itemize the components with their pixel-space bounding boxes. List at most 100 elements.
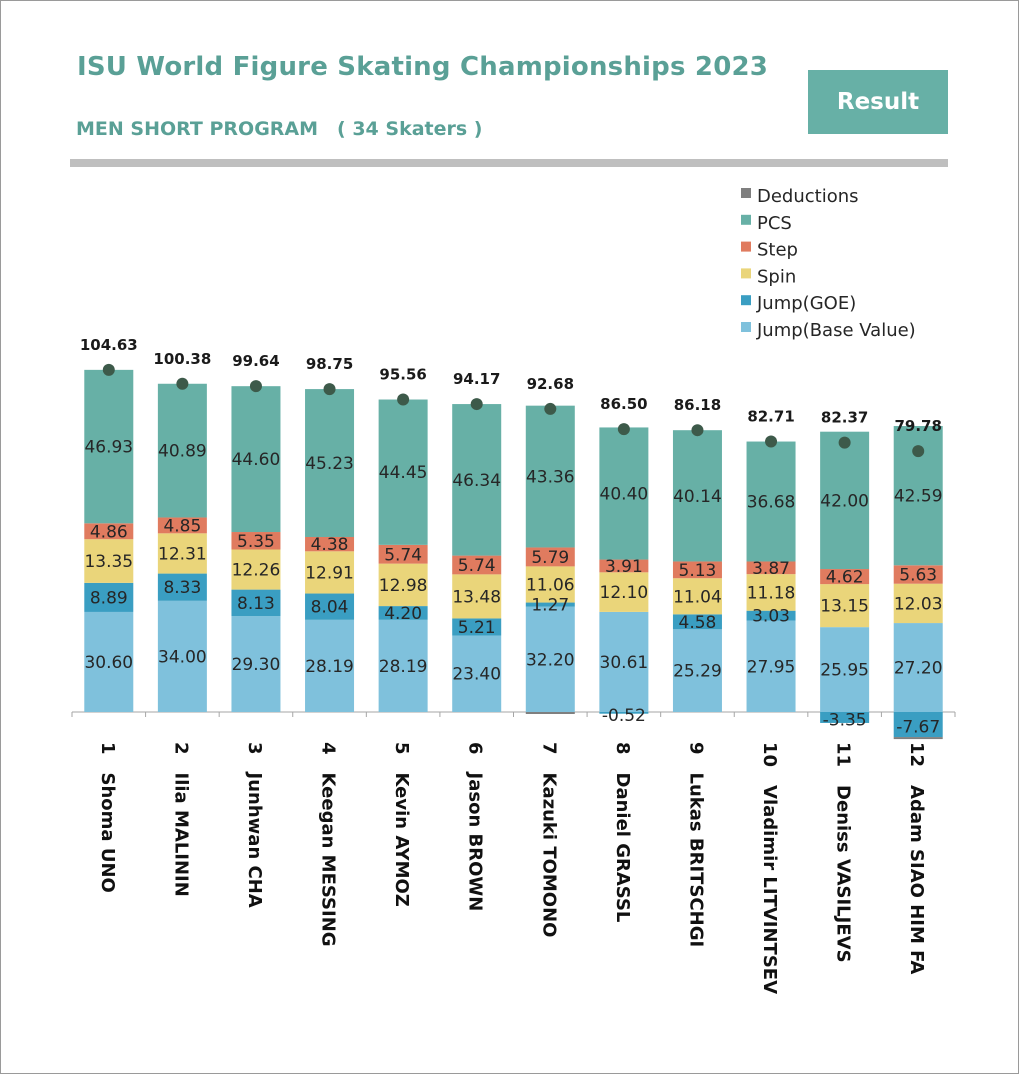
bar-segment-jump-goe bbox=[893, 712, 943, 738]
legend-swatch bbox=[741, 295, 751, 306]
total-marker bbox=[912, 445, 925, 458]
segment-value-label: 5.35 bbox=[237, 532, 275, 552]
total-score-label: 79.78 bbox=[894, 417, 941, 435]
total-marker bbox=[691, 424, 704, 437]
segment-value-label: 4.20 bbox=[384, 604, 422, 624]
bar-segment-spin bbox=[820, 584, 870, 628]
segment-value-label: 3.91 bbox=[605, 557, 643, 577]
segment-value-label: 12.98 bbox=[379, 576, 428, 596]
bar-segment-spin bbox=[378, 563, 428, 607]
bar-segment-jump-base bbox=[893, 623, 943, 712]
segment-value-label: 3.03 bbox=[752, 607, 790, 627]
bar-segment-step bbox=[893, 565, 943, 584]
legend-swatch bbox=[741, 241, 751, 252]
segment-value-label: 27.95 bbox=[747, 657, 796, 677]
bar-segment-pcs bbox=[820, 431, 870, 570]
bar-group: 29.30 8.13 12.26 5.35 44.60 99.64 3 Junhwan CH… bbox=[231, 352, 281, 908]
total-score-label: 86.18 bbox=[674, 396, 721, 414]
bar-segment-step bbox=[672, 561, 722, 579]
category-label: 3 Junhwan CHA bbox=[244, 742, 265, 908]
legend-label: PCS bbox=[757, 213, 792, 234]
total-marker bbox=[102, 363, 115, 376]
segment-value-label: 32.20 bbox=[526, 650, 575, 670]
segment-value-label: 28.19 bbox=[379, 657, 428, 677]
result-button[interactable]: Result bbox=[808, 70, 948, 134]
segment-value-label: 4.62 bbox=[826, 568, 864, 588]
bar-segment-jump-goe bbox=[452, 618, 502, 636]
bar-segment-jump-goe bbox=[746, 610, 796, 621]
segment-value-label: 5.13 bbox=[679, 561, 717, 581]
segment-value-label: -7.67 bbox=[896, 718, 940, 738]
total-marker bbox=[838, 436, 851, 449]
category-label: 11 Deniss VASILJEVS bbox=[833, 742, 854, 963]
total-score-label: 94.17 bbox=[453, 370, 500, 388]
legend-swatch bbox=[741, 268, 751, 279]
bar-segment-jump-goe bbox=[157, 573, 207, 601]
segment-value-label: 8.89 bbox=[90, 588, 128, 608]
segment-value-label: 8.13 bbox=[237, 594, 275, 614]
total-marker bbox=[470, 398, 483, 411]
bar-segment-jump-base bbox=[231, 616, 281, 712]
segment-value-label: 4.86 bbox=[90, 522, 128, 542]
bar-segment-jump-base bbox=[157, 600, 207, 712]
bar-group: 25.95 -3.35 13.15 4.62 42.00 82.37 11 Deniss V… bbox=[820, 409, 870, 963]
bar-segment-jump-base bbox=[746, 620, 796, 712]
segment-value-label: 13.15 bbox=[820, 597, 869, 617]
bar-segment-spin bbox=[157, 533, 207, 574]
segment-value-label: 12.31 bbox=[158, 544, 207, 564]
segment-value-label: 40.40 bbox=[600, 484, 649, 504]
bar-segment-spin bbox=[305, 551, 355, 594]
bar-group: 23.40 5.21 13.48 5.74 46.34 94.17 6 Jason BROW… bbox=[452, 370, 502, 911]
bar-segment-step bbox=[84, 523, 134, 540]
segment-value-label: 4.58 bbox=[679, 613, 717, 633]
segment-value-label: 13.35 bbox=[84, 552, 133, 572]
bar-segment-step bbox=[820, 569, 870, 585]
bar-segment-spin bbox=[84, 539, 134, 583]
segment-value-label: 42.59 bbox=[894, 487, 943, 507]
category-label: 4 Keegan MESSING bbox=[318, 742, 339, 947]
segment-value-label: 46.34 bbox=[452, 471, 501, 491]
bar-group: 34.00 8.33 12.31 4.85 40.89 100.38 2 Ilia MALI… bbox=[153, 350, 211, 897]
bar-group: 30.61 -0.52 12.10 3.91 40.40 86.50 8 Daniel GR… bbox=[599, 395, 649, 922]
segment-value-label: -3.35 bbox=[823, 710, 867, 730]
bar-segment-jump-goe bbox=[525, 602, 575, 607]
segment-value-label: 13.48 bbox=[452, 587, 501, 607]
bar-group: 27.20 -7.67 12.03 5.63 42.59 79.78 12 Adam SIA… bbox=[893, 417, 943, 974]
legend-label: Jump(Base Value) bbox=[756, 320, 916, 341]
total-marker bbox=[323, 383, 336, 396]
segment-value-label: 29.30 bbox=[232, 655, 281, 675]
category-label: 1 Shoma UNO bbox=[97, 742, 118, 893]
bar-segment-jump-goe bbox=[378, 606, 428, 620]
segment-value-label: 5.74 bbox=[384, 545, 422, 565]
bar-segment-jump-base bbox=[599, 611, 649, 712]
segment-value-label: 45.23 bbox=[305, 454, 354, 474]
segment-value-label: 5.21 bbox=[458, 618, 496, 638]
bar-segment-step bbox=[746, 561, 796, 575]
bar-segment-jump-base bbox=[305, 619, 355, 712]
legend-label: Jump(GOE) bbox=[756, 293, 856, 314]
legend-label: Deductions bbox=[757, 186, 859, 207]
segment-value-label: 12.10 bbox=[600, 583, 649, 603]
category-label: 9 Lukas BRITSCHGI bbox=[685, 742, 706, 947]
header-divider bbox=[70, 159, 948, 167]
bar-segment-pcs bbox=[305, 389, 355, 537]
bar-segment-pcs bbox=[525, 405, 575, 548]
bar-segment-step bbox=[231, 532, 281, 550]
segment-value-label: 11.04 bbox=[673, 587, 722, 607]
category-label: 2 Ilia MALININ bbox=[170, 742, 191, 897]
segment-value-label: 25.29 bbox=[673, 662, 722, 682]
segment-value-label: 12.03 bbox=[894, 594, 943, 614]
total-score-label: 92.68 bbox=[527, 375, 574, 393]
bar-group: 27.95 3.03 11.18 3.87 36.68 82.71 10 Vladimir … bbox=[746, 408, 796, 994]
bar-segment-spin bbox=[231, 549, 281, 590]
legend-label: Step bbox=[757, 240, 798, 261]
segment-value-label: 12.91 bbox=[305, 563, 354, 583]
total-score-label: 99.64 bbox=[232, 352, 279, 370]
bar-segment-pcs bbox=[672, 430, 722, 562]
legend-label: Spin bbox=[757, 266, 796, 287]
segment-value-label: 4.38 bbox=[311, 535, 349, 555]
segment-value-label: 23.40 bbox=[452, 665, 501, 685]
total-score-label: 95.56 bbox=[379, 366, 426, 384]
legend: Deductions PCS Step Spin Jump(GOE) Jump(Base … bbox=[741, 186, 916, 341]
